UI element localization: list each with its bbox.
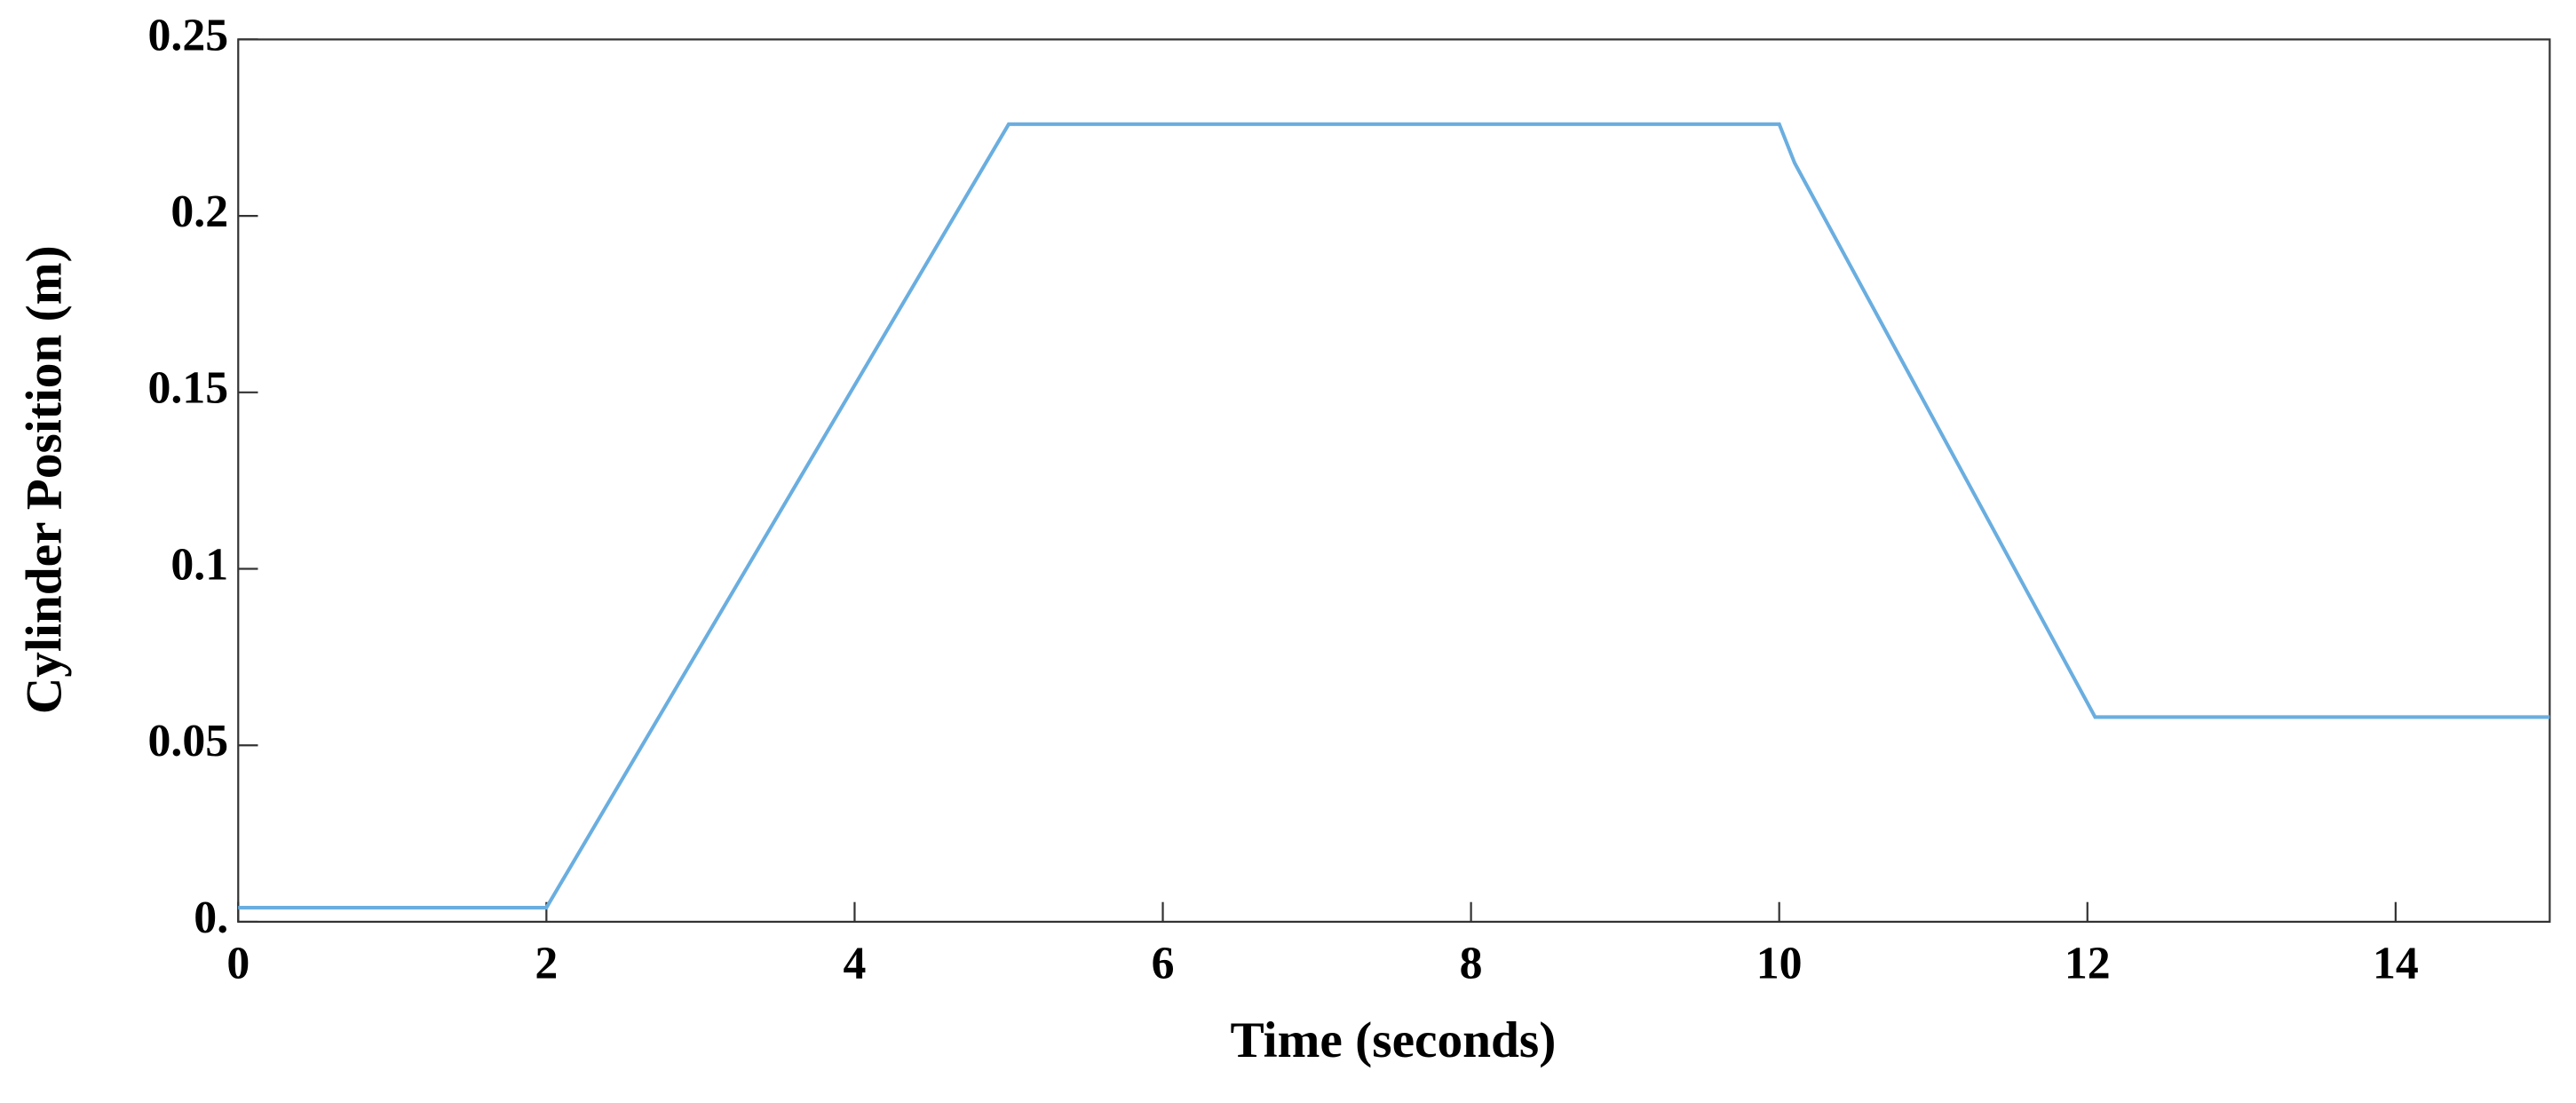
y-tick-label: 0.05 — [148, 716, 229, 766]
y-tick-label: 0.15 — [148, 363, 229, 414]
x-tick-label: 2 — [535, 939, 558, 989]
x-tick-label: 8 — [1460, 939, 1483, 989]
x-tick-label: 6 — [1152, 939, 1175, 989]
y-tick-label: 0. — [194, 893, 228, 943]
x-tick-label: 4 — [843, 939, 866, 989]
data-line — [238, 122, 2550, 910]
y-tick-label: 0.25 — [148, 10, 229, 60]
x-tick-label: 12 — [2065, 939, 2111, 989]
x-tick-label: 0 — [226, 939, 250, 989]
x-tick-label: 10 — [1756, 939, 1803, 989]
y-axis-label: Cylinder Position (m) — [17, 245, 73, 714]
y-tick-label: 0.1 — [170, 539, 228, 590]
x-axis-label: Time (seconds) — [1230, 1012, 1556, 1068]
y-tick-label: 0.2 — [170, 186, 228, 237]
plot-frame — [237, 38, 2551, 924]
x-tick-label: 14 — [2373, 939, 2419, 989]
